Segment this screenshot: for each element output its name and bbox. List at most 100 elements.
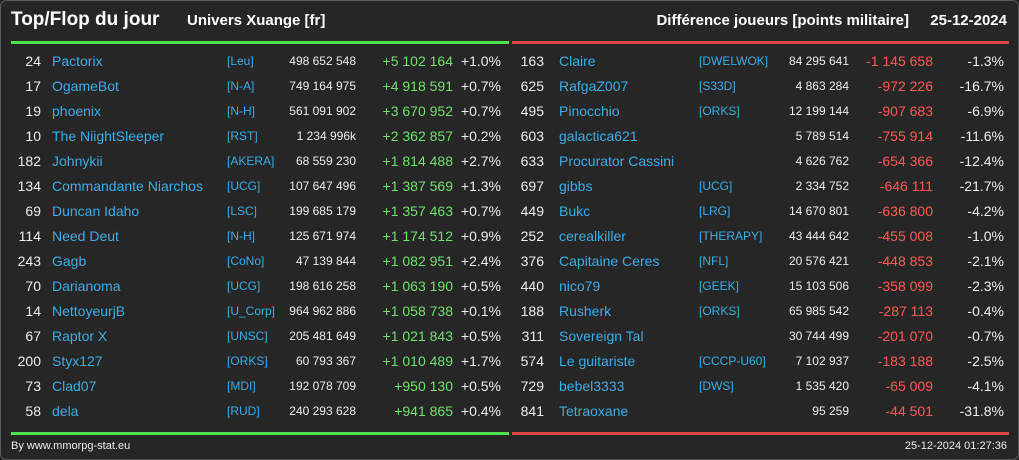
percent-change: -31.8% [959, 403, 1004, 419]
alliance-tag-link[interactable]: [ORKS] [699, 104, 740, 118]
player-points: 198 616 258 [289, 279, 356, 293]
percent-change: -2.3% [967, 278, 1004, 294]
alliance-tag-link[interactable]: [ORKS] [227, 354, 268, 368]
alliance-tag-link[interactable]: [AKERA] [227, 154, 275, 168]
percent-change: -4.1% [967, 378, 1004, 394]
points-difference: +4 918 591 [382, 78, 453, 94]
flop-player-row: 603 galactica621 5 789 514 -755 914 -11.6% [512, 124, 1009, 149]
top-divider-top [11, 41, 509, 44]
player-rank: 134 [17, 178, 41, 194]
points-difference: -646 111 [879, 178, 933, 194]
points-difference: +1 387 569 [382, 178, 453, 194]
percent-change: +0.5% [460, 278, 501, 294]
player-points: 7 102 937 [795, 354, 849, 368]
player-rank: 114 [18, 228, 41, 244]
percent-change: -21.7% [959, 178, 1004, 194]
player-name-link[interactable]: Need Deut [52, 228, 119, 244]
player-name-link[interactable]: Bukc [559, 203, 591, 219]
points-difference: +2 362 857 [382, 128, 453, 144]
alliance-tag-link[interactable]: [UNSC] [227, 329, 268, 343]
player-rank: 495 [520, 103, 544, 119]
player-name-link[interactable]: Tetraoxane [559, 403, 629, 419]
player-name-link[interactable]: gibbs [559, 178, 593, 194]
flop-player-row: 376 Capitaine Ceres [NFL] 20 576 421 -448 85… [512, 249, 1009, 274]
player-name-link[interactable]: Procurator Cassini [559, 153, 675, 169]
alliance-tag-link[interactable]: [CoNo] [227, 254, 265, 268]
player-points: 43 444 642 [788, 229, 849, 243]
player-name-link[interactable]: Pinocchio [559, 103, 620, 119]
player-name-link[interactable]: Clad07 [52, 378, 97, 394]
player-name-link[interactable]: Capitaine Ceres [559, 253, 660, 269]
alliance-tag-link[interactable]: [UCG] [699, 179, 733, 193]
player-name-link[interactable]: Duncan Idaho [52, 203, 140, 219]
alliance-tag-link[interactable]: [UCG] [227, 179, 261, 193]
player-name-link[interactable]: phoenix [52, 103, 102, 119]
alliance-tag-link[interactable]: [LSC] [227, 204, 258, 218]
percent-change: +2.7% [460, 153, 501, 169]
player-name-link[interactable]: RafgaZ007 [559, 78, 629, 94]
player-points: 199 685 179 [289, 204, 356, 218]
percent-change: -1.3% [967, 53, 1004, 69]
player-points: 498 652 548 [289, 54, 356, 68]
player-name-link[interactable]: Johnykii [52, 153, 103, 169]
alliance-tag-link[interactable]: [CCCP-U60] [699, 354, 766, 368]
player-name-link[interactable]: cerealkiller [559, 228, 626, 244]
percent-change: -2.1% [967, 253, 1004, 269]
player-name-link[interactable]: Pactorix [52, 53, 103, 69]
percent-change: -0.4% [967, 303, 1004, 319]
alliance-tag-link[interactable]: [RST] [227, 129, 258, 143]
player-name-link[interactable]: Le guitariste [559, 353, 636, 369]
player-rank: 73 [25, 378, 41, 394]
flop-player-row: 495 Pinocchio [ORKS] 12 199 144 -907 683 -6.9… [512, 99, 1009, 124]
player-name-link[interactable]: Commandante Niarchos [52, 178, 203, 194]
alliance-tag-link[interactable]: [THERAPY] [699, 229, 763, 243]
alliance-tag-link[interactable]: [DWELWOK] [699, 54, 769, 68]
alliance-tag-link[interactable]: [RUD] [227, 404, 260, 418]
percent-change: -12.4% [959, 153, 1004, 169]
alliance-tag-link[interactable]: [LRG] [699, 204, 731, 218]
player-name-link[interactable]: Raptor X [52, 328, 108, 344]
alliance-tag-link[interactable]: [ORKS] [699, 304, 740, 318]
alliance-tag-link[interactable]: [MDI] [227, 379, 256, 393]
points-difference: +1 082 951 [382, 253, 453, 269]
alliance-tag-link[interactable]: [GEEK] [699, 279, 740, 293]
percent-change: +0.7% [460, 78, 501, 94]
top-divider-bottom [11, 432, 509, 435]
player-rank: 574 [520, 353, 544, 369]
player-name-link[interactable]: galactica621 [559, 128, 638, 144]
alliance-tag-link[interactable]: [Leu] [227, 54, 254, 68]
player-rank: 10 [25, 128, 41, 144]
player-name-link[interactable]: Sovereign Tal [559, 328, 644, 344]
top-losers-list: 163 Claire [DWELWOK] 84 295 641 -1 145 658 -1… [512, 49, 1009, 424]
alliance-tag-link[interactable]: [N-H] [227, 104, 255, 118]
alliance-tag-link[interactable]: [NFL] [699, 254, 729, 268]
top-player-row: 69 Duncan Idaho [LSC] 199 685 179 +1 357 463… [11, 199, 509, 224]
flop-player-row: 574 Le guitariste [CCCP-U60] 7 102 937 -183 … [512, 349, 1009, 374]
player-name-link[interactable]: Styx127 [52, 353, 103, 369]
points-difference: +941 865 [394, 403, 453, 419]
alliance-tag-link[interactable]: [N-H] [227, 229, 255, 243]
player-rank: 243 [17, 253, 41, 269]
player-rank: 69 [25, 203, 41, 219]
alliance-tag-link[interactable]: [U_Corp] [227, 304, 276, 318]
player-name-link[interactable]: Rusherk [559, 303, 612, 319]
player-name-link[interactable]: dela [52, 403, 79, 419]
alliance-tag-link[interactable]: [S33D] [699, 79, 736, 93]
alliance-tag-link[interactable]: [UCG] [227, 279, 261, 293]
flop-player-row: 841 Tetraoxane 95 259 -44 501 -31.8% [512, 399, 1009, 424]
player-name-link[interactable]: OgameBot [52, 78, 119, 94]
points-difference: +1 357 463 [382, 203, 453, 219]
player-name-link[interactable]: Claire [559, 53, 596, 69]
player-name-link[interactable]: Darianoma [52, 278, 121, 294]
points-difference: +1 021 843 [382, 328, 453, 344]
player-name-link[interactable]: NettoyeurjB [52, 303, 126, 319]
player-name-link[interactable]: The NiightSleeper [52, 128, 165, 144]
footer-credit[interactable]: By www.mmorpg-stat.eu [11, 440, 131, 452]
player-name-link[interactable]: bebel3333 [559, 378, 625, 394]
player-name-link[interactable]: Gagb [52, 253, 87, 269]
player-name-link[interactable]: nico79 [559, 278, 601, 294]
alliance-tag-link[interactable]: [DWS] [699, 379, 734, 393]
player-rank: 163 [520, 53, 544, 69]
alliance-tag-link[interactable]: [N-A] [227, 79, 255, 93]
percent-change: +1.3% [460, 178, 501, 194]
